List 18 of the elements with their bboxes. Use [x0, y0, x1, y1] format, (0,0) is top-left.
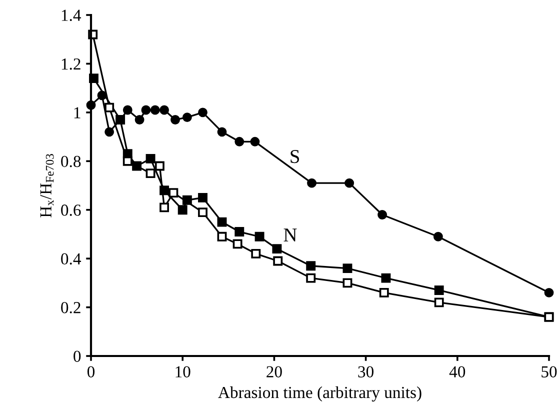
y-axis-title: H$_{x}$/H$_{Fe703}$ — [40, 154, 54, 218]
y-tick-label: 0.6 — [61, 204, 81, 216]
annotation: N — [284, 228, 297, 242]
x-tick-label: 30 — [358, 366, 374, 378]
x-tick-label: 50 — [542, 366, 557, 378]
y-tick-label: 0.8 — [61, 156, 81, 168]
y-tick-label: 1 — [74, 107, 80, 118]
y-tick-label: 0.4 — [61, 253, 82, 265]
y-tick-label: 0.2 — [61, 302, 80, 314]
x-axis-title: Abrasion time (arbitrary units) — [218, 386, 422, 402]
y-tick-label: 1.2 — [62, 58, 80, 70]
x-tick-label: 40 — [449, 366, 466, 378]
annotation: S — [290, 150, 300, 164]
x-tick-label: 20 — [266, 366, 282, 378]
x-tick-label: 10 — [176, 366, 190, 378]
y-tick-label: 0 — [74, 350, 81, 362]
x-tick-label: 0 — [87, 366, 95, 378]
y-tick-label: 1.4 — [62, 10, 82, 22]
